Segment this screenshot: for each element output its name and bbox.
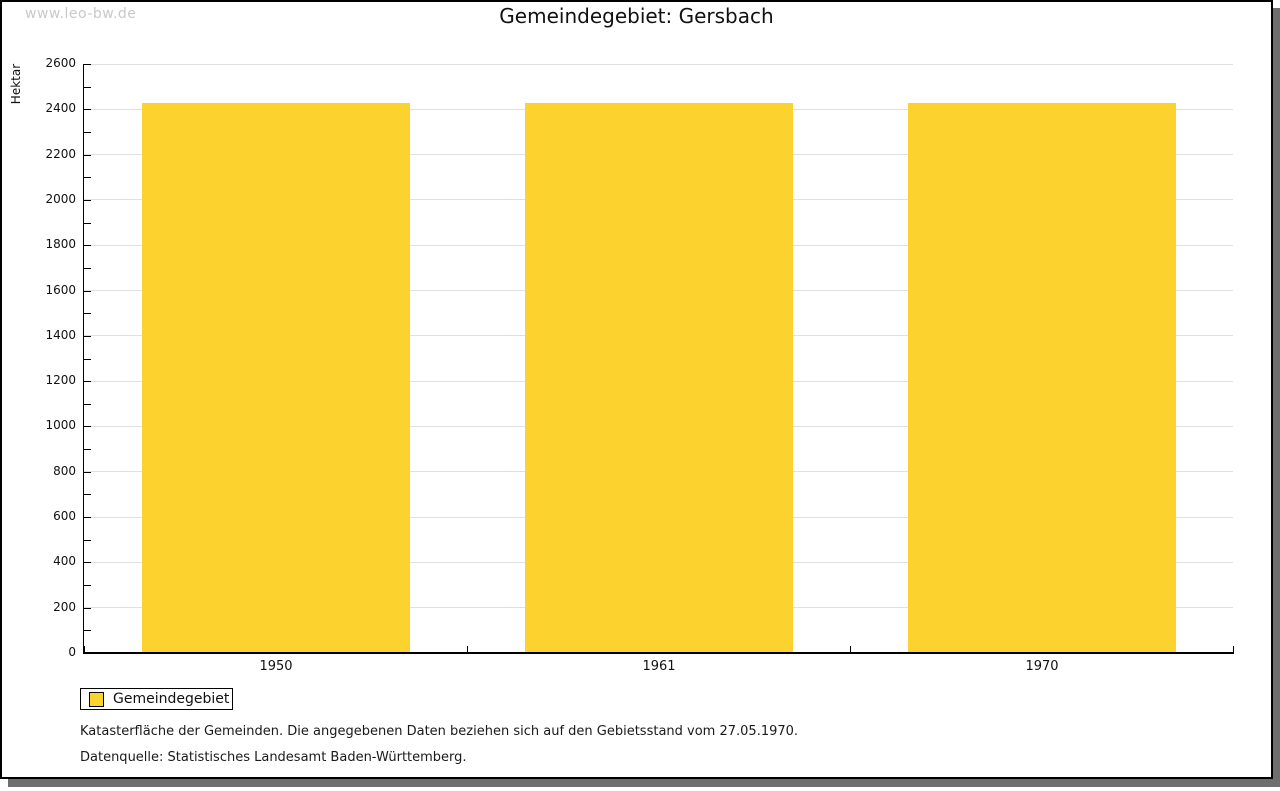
- bar-1961: [525, 103, 793, 653]
- y-tick: [84, 585, 91, 587]
- y-tick: [84, 290, 91, 292]
- y-tick: [84, 426, 91, 428]
- gridline: [84, 63, 1233, 65]
- y-axis-line: [83, 64, 84, 653]
- x-tick-label: 1970: [1025, 659, 1059, 674]
- y-tick: [84, 562, 91, 564]
- footnote-source-status: Katasterfläche der Gemeinden. Die angege…: [80, 724, 799, 739]
- y-tick: [84, 358, 91, 360]
- y-tick: [84, 607, 91, 609]
- y-tick: [84, 381, 91, 383]
- x-tick: [467, 646, 468, 652]
- y-tick-label: 1600: [45, 282, 76, 297]
- y-tick: [84, 335, 91, 337]
- y-tick: [84, 471, 91, 473]
- x-axis-line: [83, 652, 1234, 654]
- y-tick-label: 1200: [45, 373, 76, 388]
- y-tick-label: 400: [53, 554, 76, 569]
- y-tick: [84, 222, 91, 224]
- y-tick: [84, 267, 91, 269]
- y-tick-label: 2600: [45, 56, 76, 70]
- legend-swatch-icon: [89, 691, 104, 707]
- y-tick: [84, 64, 91, 65]
- y-tick-label: 200: [53, 599, 76, 614]
- y-tick: [84, 449, 91, 451]
- y-tick: [84, 539, 91, 541]
- y-tick: [84, 86, 91, 88]
- x-tick-label: 1950: [259, 659, 293, 674]
- y-tick: [84, 199, 91, 201]
- y-tick-label: 800: [53, 463, 76, 478]
- y-tick: [84, 517, 91, 519]
- x-tick: [850, 646, 851, 652]
- y-tick: [84, 313, 91, 315]
- y-tick-label: 2400: [45, 101, 76, 116]
- chart-frame: www.leo-bw.de Gemeindegebiet: Gersbach H…: [0, 0, 1273, 779]
- y-tick-label: 1400: [45, 327, 76, 342]
- y-tick: [84, 245, 91, 247]
- x-tick: [84, 646, 85, 652]
- chart-title: Gemeindegebiet: Gersbach: [499, 4, 774, 28]
- legend-label: Gemeindegebiet: [113, 691, 230, 707]
- bar-1970: [908, 103, 1176, 653]
- y-tick: [84, 630, 91, 632]
- footnote-datasource: Datenquelle: Statistisches Landesamt Bad…: [80, 750, 467, 765]
- legend: Gemeindegebiet: [80, 688, 233, 710]
- y-tick-label: 1800: [45, 237, 76, 252]
- y-tick-label: 2000: [45, 191, 76, 206]
- y-tick-label: 0: [68, 645, 76, 659]
- y-tick: [84, 154, 91, 156]
- y-tick: [84, 403, 91, 405]
- y-tick: [84, 131, 91, 133]
- x-tick-label: 1961: [642, 659, 676, 674]
- y-tick-label: 2200: [45, 146, 76, 161]
- y-tick-label: 1000: [45, 418, 76, 433]
- y-tick-label: 600: [53, 509, 76, 524]
- y-tick: [84, 109, 91, 111]
- x-tick: [1233, 646, 1234, 652]
- y-tick: [84, 177, 91, 179]
- plot-area: 0 200 400 600 800 1000 1200 1400 1600 1800 2000 220…: [2, 2, 1271, 777]
- bar-1950: [142, 103, 410, 653]
- y-tick: [84, 494, 91, 496]
- watermark: www.leo-bw.de: [25, 6, 137, 22]
